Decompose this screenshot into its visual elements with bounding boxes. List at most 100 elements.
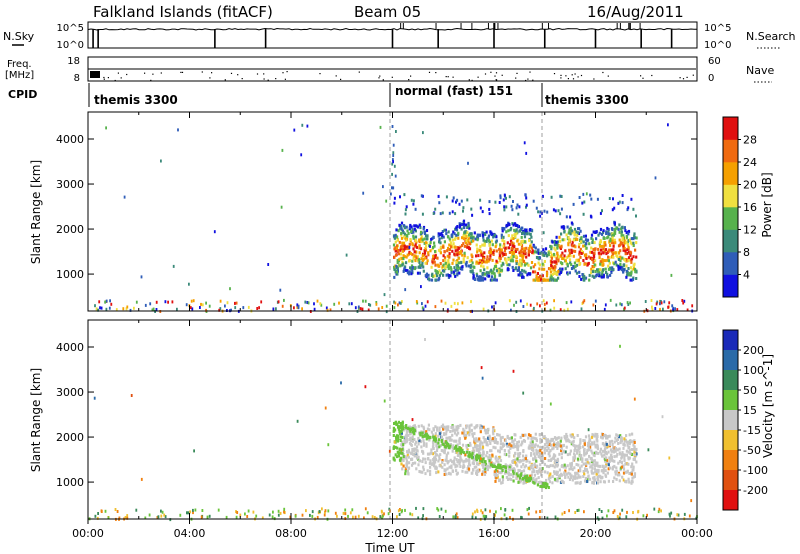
velocity-cell bbox=[612, 511, 615, 514]
velocity-cell bbox=[542, 460, 545, 464]
power-cell bbox=[319, 302, 322, 306]
power-cell bbox=[462, 234, 465, 238]
velocity-cell bbox=[465, 433, 468, 437]
velocity-cell bbox=[624, 462, 627, 466]
velocity-cell bbox=[463, 459, 466, 463]
velocity-cell bbox=[553, 441, 556, 445]
velocity-cell bbox=[451, 446, 454, 450]
power-cell bbox=[546, 272, 549, 275]
power-cell bbox=[418, 244, 421, 248]
power-cell bbox=[313, 302, 315, 306]
velocity-cell bbox=[456, 427, 459, 431]
velocity-cell bbox=[478, 454, 482, 458]
power-cell bbox=[466, 234, 469, 238]
velocity-cell bbox=[414, 447, 417, 451]
power-cell bbox=[584, 244, 587, 248]
power-cell bbox=[391, 186, 393, 190]
velocity-cell bbox=[603, 434, 606, 438]
power-cell bbox=[427, 251, 430, 255]
power-cell bbox=[583, 299, 586, 303]
velocity-cell bbox=[179, 513, 182, 517]
colorbar-segment bbox=[723, 490, 738, 511]
power-cell bbox=[498, 254, 501, 258]
power-cell bbox=[553, 278, 556, 282]
velocity-cell bbox=[392, 429, 395, 433]
colorbar-segment bbox=[723, 117, 738, 140]
power-cell bbox=[431, 237, 434, 240]
velocity-cell bbox=[581, 459, 584, 463]
power-cell bbox=[190, 299, 193, 303]
power-cell bbox=[135, 300, 138, 304]
power-cell bbox=[622, 234, 625, 238]
velocity-cell bbox=[493, 470, 496, 474]
power-cell bbox=[604, 259, 607, 263]
velocity-cell bbox=[548, 474, 551, 478]
velocity-cell bbox=[488, 435, 491, 439]
power-cell bbox=[585, 242, 588, 246]
power-cell bbox=[450, 267, 453, 271]
velocity-cell bbox=[522, 433, 525, 437]
power-cell bbox=[615, 263, 618, 267]
power-cell bbox=[484, 233, 487, 236]
power-cell bbox=[532, 199, 535, 203]
power-cell bbox=[622, 248, 625, 252]
velocity-cell bbox=[613, 455, 616, 459]
power-cell bbox=[409, 223, 412, 227]
nave-point bbox=[484, 73, 487, 75]
velocity-cell bbox=[595, 472, 598, 475]
power-cell bbox=[482, 276, 485, 280]
velocity-cell bbox=[584, 458, 587, 462]
velocity-cell bbox=[619, 512, 621, 516]
power-cell bbox=[572, 238, 575, 242]
power-cell bbox=[467, 224, 470, 228]
power-cell bbox=[442, 259, 445, 263]
power-cell bbox=[663, 300, 666, 304]
power-cell bbox=[569, 215, 572, 219]
velocity-cell bbox=[516, 459, 520, 463]
power-cell bbox=[570, 229, 573, 233]
velocity-cell bbox=[486, 431, 489, 435]
velocity-cell bbox=[491, 430, 495, 434]
velocity-cell bbox=[535, 448, 538, 452]
velocity-cell bbox=[535, 439, 538, 443]
power-cell bbox=[515, 254, 518, 258]
power-cell bbox=[501, 251, 504, 255]
velocity-cell bbox=[506, 434, 509, 438]
velocity-cell bbox=[415, 456, 419, 460]
velocity-cell bbox=[472, 458, 475, 462]
velocity-cell bbox=[519, 435, 522, 439]
velocity-cell bbox=[562, 449, 565, 453]
power-cell bbox=[572, 249, 575, 253]
velocity-cell bbox=[541, 482, 544, 485]
power-cell bbox=[512, 252, 515, 256]
velocity-cell bbox=[623, 456, 626, 460]
power-cell bbox=[588, 278, 591, 282]
power-cell bbox=[525, 246, 528, 250]
velocity-cell bbox=[455, 469, 458, 473]
power-cell bbox=[537, 278, 540, 282]
velocity-cell bbox=[633, 441, 636, 444]
power-cell bbox=[453, 266, 456, 270]
velocity-cell bbox=[400, 440, 403, 444]
power-cell bbox=[433, 241, 436, 245]
power-cell bbox=[515, 300, 518, 304]
velocity-cell bbox=[455, 433, 458, 437]
power-cell bbox=[459, 223, 462, 227]
velocity-cell bbox=[344, 508, 347, 512]
power-cell bbox=[525, 232, 528, 236]
nave-point bbox=[477, 76, 479, 78]
power-cell bbox=[458, 202, 461, 206]
velocity-cell bbox=[324, 510, 326, 514]
power-cell bbox=[481, 243, 484, 247]
velocity-cell bbox=[549, 402, 552, 406]
velocity-cell bbox=[421, 449, 424, 453]
velocity-cell bbox=[558, 452, 561, 456]
velocity-cell bbox=[499, 436, 503, 440]
velocity-cell bbox=[483, 473, 487, 476]
power-cell bbox=[514, 223, 518, 227]
velocity-cell bbox=[462, 427, 465, 431]
power-cell bbox=[488, 251, 491, 254]
velocity-cell bbox=[577, 508, 580, 512]
velocity-cell bbox=[628, 442, 631, 446]
